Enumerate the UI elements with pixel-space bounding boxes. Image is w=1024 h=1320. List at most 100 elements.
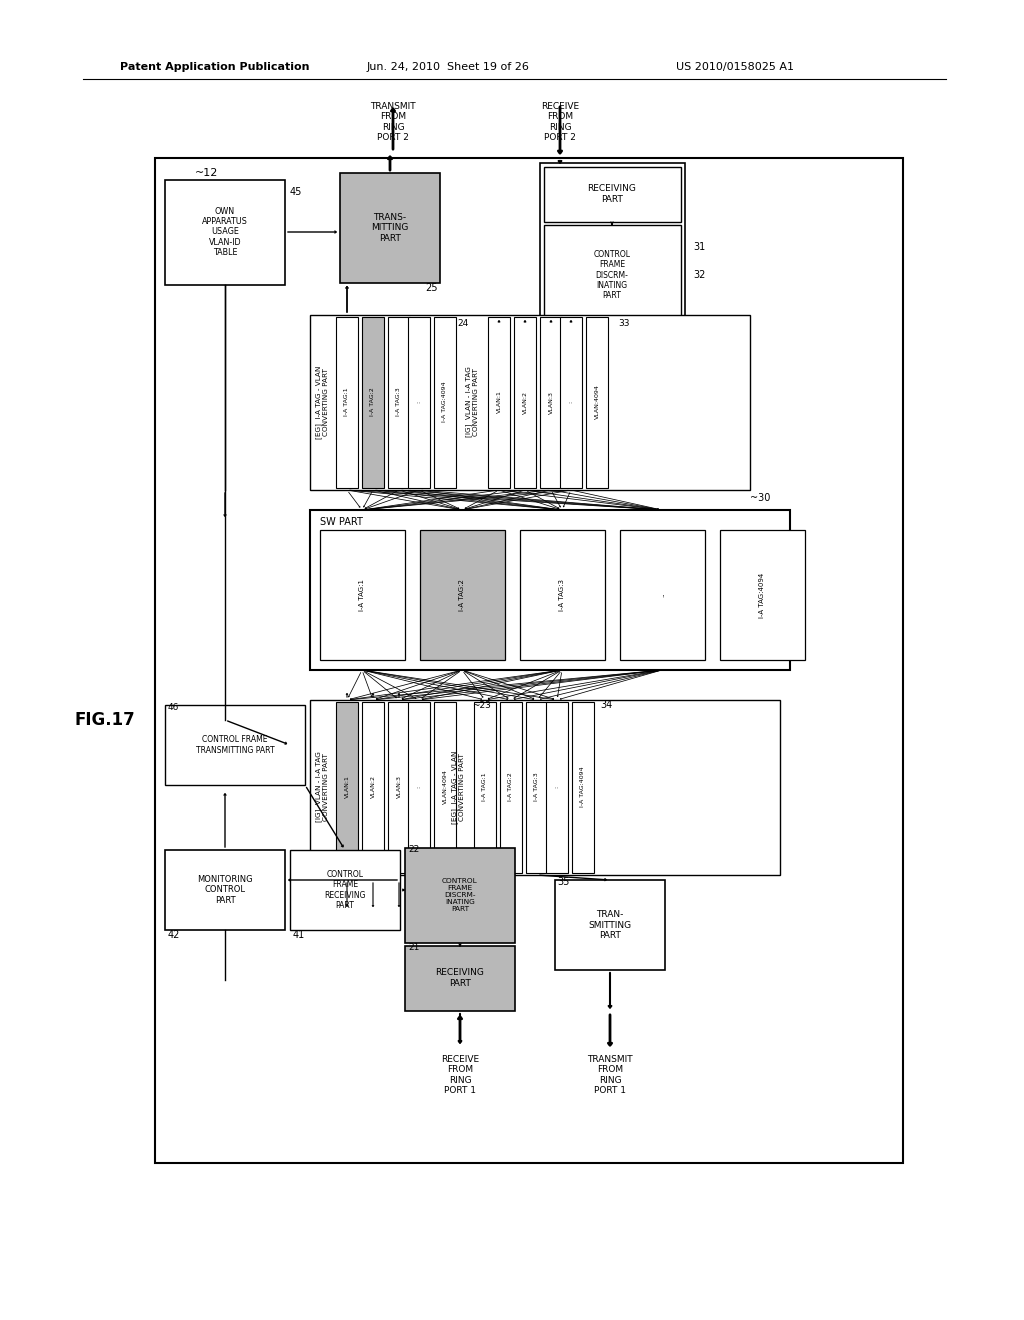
Text: Jun. 24, 2010  Sheet 19 of 26: Jun. 24, 2010 Sheet 19 of 26 <box>367 62 529 73</box>
Text: I-A TAG:2: I-A TAG:2 <box>509 772 513 801</box>
Text: I-A TAG:2: I-A TAG:2 <box>459 579 465 611</box>
Bar <box>434 317 456 488</box>
Bar <box>362 317 384 488</box>
Text: RECEIVING
PART: RECEIVING PART <box>588 185 637 203</box>
Bar <box>408 702 430 873</box>
Text: 31: 31 <box>693 242 706 252</box>
Bar <box>155 158 903 1163</box>
Text: SW PART: SW PART <box>319 517 362 527</box>
Text: RECEIVING
PART: RECEIVING PART <box>435 969 484 987</box>
Text: 33: 33 <box>618 318 630 327</box>
Text: 21: 21 <box>408 944 420 953</box>
Text: OWN
APPARATUS
USAGE
VLAN-ID
TABLE: OWN APPARATUS USAGE VLAN-ID TABLE <box>202 207 248 257</box>
Bar <box>586 317 608 488</box>
Text: I-A TAG:3: I-A TAG:3 <box>559 579 565 611</box>
Bar <box>336 702 358 873</box>
Bar <box>420 531 505 660</box>
Text: ~23: ~23 <box>472 701 490 710</box>
Bar <box>488 317 510 488</box>
Text: MONITORING
CONTROL
PART: MONITORING CONTROL PART <box>198 875 253 906</box>
Text: TRANSMIT
FROM
RING
PORT 1: TRANSMIT FROM RING PORT 1 <box>587 1055 633 1096</box>
Bar <box>165 850 285 931</box>
Bar <box>720 531 805 660</box>
Bar <box>336 317 358 488</box>
Bar <box>310 315 750 490</box>
Text: 46: 46 <box>168 704 179 713</box>
Text: TRAN-
SMITTING
PART: TRAN- SMITTING PART <box>589 909 632 940</box>
Text: :: : <box>417 401 422 403</box>
Text: ..: .. <box>659 593 665 597</box>
Bar <box>362 702 384 873</box>
Text: TRANS-
MITTING
PART: TRANS- MITTING PART <box>372 213 409 243</box>
Text: :: : <box>555 785 559 788</box>
Text: I-A TAG:4094: I-A TAG:4094 <box>581 767 586 808</box>
Bar <box>340 173 440 282</box>
Text: ~12: ~12 <box>195 168 218 178</box>
Bar <box>474 702 496 873</box>
Bar <box>290 850 400 931</box>
Bar <box>406 946 515 1011</box>
Text: CONTROL
FRAME
RECEIVING
PART: CONTROL FRAME RECEIVING PART <box>325 870 366 909</box>
Bar <box>555 880 665 970</box>
Text: CONTROL
FRAME
DISCRM-
INATING
PART: CONTROL FRAME DISCRM- INATING PART <box>442 878 478 912</box>
Bar <box>408 317 430 488</box>
Text: TRANSMIT
FROM
RING
PORT 2: TRANSMIT FROM RING PORT 2 <box>371 102 416 143</box>
Bar <box>434 702 456 873</box>
Bar <box>540 317 562 488</box>
Bar <box>546 702 568 873</box>
Text: US 2010/0158025 A1: US 2010/0158025 A1 <box>676 62 794 73</box>
Bar <box>319 531 406 660</box>
Text: :: : <box>417 785 422 788</box>
Text: ~30: ~30 <box>750 492 770 503</box>
Bar <box>620 531 705 660</box>
Bar <box>406 847 515 942</box>
Text: VLAN:2: VLAN:2 <box>522 391 527 413</box>
Text: I-A TAG:4094: I-A TAG:4094 <box>759 573 765 618</box>
Bar <box>572 702 594 873</box>
Text: CONTROL FRAME
TRANSMITTING PART: CONTROL FRAME TRANSMITTING PART <box>196 735 274 755</box>
Text: VLAN:4094: VLAN:4094 <box>442 770 447 804</box>
Text: I-A TAG:1: I-A TAG:1 <box>359 579 365 611</box>
Bar <box>544 168 681 222</box>
Text: RECEIVE
FROM
RING
PORT 2: RECEIVE FROM RING PORT 2 <box>541 102 579 143</box>
Text: 42: 42 <box>168 931 180 940</box>
Text: 45: 45 <box>290 187 302 197</box>
Text: 34: 34 <box>600 700 612 710</box>
Text: RECEIVE
FROM
RING
PORT 1: RECEIVE FROM RING PORT 1 <box>441 1055 479 1096</box>
Text: CONTROL
FRAME
DISCRM-
INATING
PART: CONTROL FRAME DISCRM- INATING PART <box>594 249 631 300</box>
Text: I-A TAG:3: I-A TAG:3 <box>535 772 540 801</box>
Text: [EG]  I-A TAG - VLAN
CONVERTING PART: [EG] I-A TAG - VLAN CONVERTING PART <box>315 366 329 438</box>
Text: [IG]  VLAN - I-A TAG
CONVERTING PART: [IG] VLAN - I-A TAG CONVERTING PART <box>465 367 479 437</box>
Bar <box>560 317 582 488</box>
Text: I-A TAG:1: I-A TAG:1 <box>344 388 349 416</box>
Text: :: : <box>568 401 573 403</box>
Bar <box>514 317 536 488</box>
Bar <box>165 705 305 785</box>
Text: 25: 25 <box>426 282 438 293</box>
Bar <box>165 180 285 285</box>
Text: VLAN:1: VLAN:1 <box>497 391 502 413</box>
Bar <box>526 702 548 873</box>
Bar <box>500 702 522 873</box>
Text: VLAN:4094: VLAN:4094 <box>595 384 599 420</box>
Bar <box>310 700 780 875</box>
Text: VLAN:3: VLAN:3 <box>396 776 401 799</box>
Bar <box>388 317 410 488</box>
Bar <box>544 224 681 325</box>
Text: FIG.17: FIG.17 <box>75 711 135 729</box>
Text: VLAN:3: VLAN:3 <box>549 391 554 413</box>
Text: 22: 22 <box>408 846 419 854</box>
Text: [EG]  I-A TAG - VLAN
CONVERTING PART: [EG] I-A TAG - VLAN CONVERTING PART <box>452 750 465 824</box>
Bar <box>540 162 685 331</box>
Bar <box>520 531 605 660</box>
Bar <box>388 702 410 873</box>
Text: I-A TAG:4094: I-A TAG:4094 <box>442 381 447 422</box>
Text: I-A TAG:1: I-A TAG:1 <box>482 772 487 801</box>
Text: [IG]  VLAN - I-A TAG
CONVERTING PART: [IG] VLAN - I-A TAG CONVERTING PART <box>315 751 329 822</box>
Bar <box>310 510 790 671</box>
Text: 24: 24 <box>457 318 468 327</box>
Text: I-A TAG:2: I-A TAG:2 <box>371 388 376 416</box>
Text: 32: 32 <box>693 271 706 280</box>
Text: VLAN:2: VLAN:2 <box>371 776 376 799</box>
Text: 35: 35 <box>557 876 569 887</box>
